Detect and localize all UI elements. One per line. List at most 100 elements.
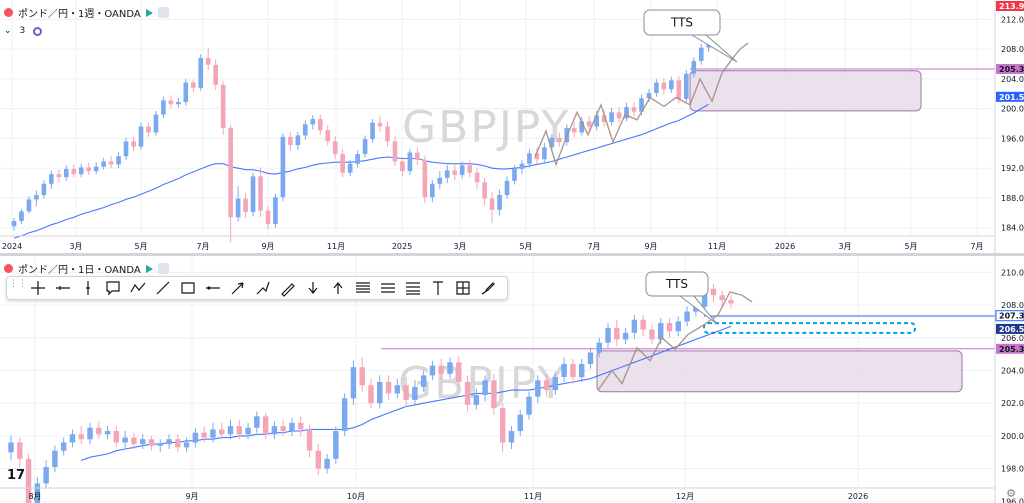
candle-body (639, 98, 644, 112)
candle-body (661, 82, 667, 90)
candle (43, 460, 49, 489)
candle-body (254, 416, 260, 428)
zigzag-path-drawing (534, 42, 749, 167)
candle (429, 360, 436, 381)
candle (452, 163, 458, 181)
candle (570, 359, 576, 384)
candle-body (71, 168, 77, 175)
candle-body (368, 385, 374, 404)
candle-body (104, 431, 111, 435)
text-tool[interactable] (425, 277, 450, 299)
crosshair-tool[interactable] (25, 277, 50, 299)
candle (517, 409, 523, 436)
pencil-tool[interactable] (275, 277, 300, 299)
arrow-down-tool[interactable] (300, 277, 325, 299)
candle-body (258, 176, 263, 211)
candle (258, 167, 263, 218)
price-axis-label: 210.000 (1001, 268, 1024, 277)
price-tag-bg (996, 91, 1024, 102)
time-axis-label: 5月 (134, 242, 147, 251)
trend-line-tool[interactable] (150, 277, 175, 299)
candle (340, 148, 345, 178)
candle (262, 413, 269, 440)
indicator-status-icon[interactable] (33, 26, 43, 36)
candle (614, 319, 620, 346)
candle (666, 318, 673, 338)
callout-text: TTS (670, 16, 693, 30)
candle-body (183, 442, 190, 448)
candle-body (271, 426, 278, 435)
tradingview-logo[interactable]: 17 (7, 468, 26, 483)
indicator-toggle-icon[interactable] (157, 7, 169, 18)
candle-body (429, 365, 436, 376)
time-axis-label: 10月 (347, 492, 365, 501)
candle-body (146, 126, 151, 133)
candle (683, 69, 689, 102)
price-tag-label: 205.328 (999, 345, 1024, 354)
candle (691, 57, 697, 78)
candle-body (377, 122, 383, 127)
candle (315, 444, 322, 476)
candle (138, 122, 144, 150)
indicator-row: ⌄ 3 (4, 26, 43, 36)
arrow-tool[interactable] (225, 277, 250, 299)
brush-tool[interactable] (250, 277, 275, 299)
vertical-line-tool[interactable] (75, 277, 100, 299)
candle-body (273, 197, 278, 224)
horizontal-line-tool[interactable] (200, 277, 225, 299)
callout-tool[interactable] (100, 277, 125, 299)
candle-body (587, 352, 594, 364)
horizontal-ray-tool[interactable] (50, 277, 75, 299)
candle-body (631, 107, 637, 112)
weekly-chart-panel[interactable]: GBPJPY TTS 212.000 208.000 204.000 200.000 196… (0, 0, 1024, 253)
paint-tool[interactable] (475, 277, 500, 299)
candle (78, 163, 84, 178)
price-tag-bg (996, 323, 1024, 334)
candle-body (616, 112, 622, 119)
candle (220, 81, 226, 135)
candle-body (676, 80, 682, 99)
arrow-up-tool[interactable] (325, 277, 350, 299)
candle (113, 426, 120, 448)
daily-chart-panel[interactable]: GBPJPYTTS210.000208.000206.000204.000202… (0, 256, 1024, 503)
candle (728, 295, 734, 309)
candle-body (504, 180, 510, 195)
weekly-symbol-title[interactable]: ポンド／円・1週・OANDA (18, 9, 141, 20)
collapse-chevron-icon[interactable]: ⌄ (4, 26, 12, 36)
candle (8, 435, 14, 461)
fib-tool[interactable] (400, 277, 425, 299)
candle-body (527, 153, 532, 164)
path-tool[interactable] (125, 277, 150, 299)
pane-separator[interactable] (0, 253, 1024, 256)
price-tag-label: 206.542 (999, 325, 1024, 334)
settings-gear-icon[interactable]: ⚙ (1006, 487, 1016, 500)
candle-body (295, 135, 301, 146)
candle (370, 119, 375, 143)
candle-body (517, 414, 523, 432)
callout-icon (105, 281, 120, 296)
candle-body (250, 176, 256, 213)
candle-body (497, 194, 502, 210)
parallel-channel-tool[interactable] (375, 277, 400, 299)
candle-body (108, 161, 114, 165)
candle-body (192, 432, 199, 443)
candle (122, 431, 128, 448)
candle (535, 375, 541, 404)
candle-body (235, 198, 241, 218)
candle-body (116, 156, 121, 165)
candle-body (452, 170, 458, 175)
candle (473, 388, 480, 410)
indicator-toggle-icon[interactable] (157, 263, 169, 274)
price-lines-tool[interactable] (350, 277, 375, 299)
weekly-chart-canvas[interactable]: GBPJPY TTS 212.000 208.000 204.000 200.000 196… (0, 0, 1024, 253)
candle (684, 306, 690, 327)
candle-body (139, 439, 146, 445)
rectangle-tool[interactable] (175, 277, 200, 299)
candle-body (430, 183, 435, 198)
toolbar-grip-icon[interactable]: ⋮⋮ (9, 279, 27, 289)
daily-chart-canvas[interactable]: GBPJPYTTS210.000208.000206.000204.000202… (0, 256, 1024, 503)
candle (175, 434, 181, 453)
candle-body (17, 442, 23, 459)
frame-tool[interactable] (450, 277, 475, 299)
daily-symbol-title[interactable]: ポンド／円・1日・OANDA (18, 265, 141, 276)
